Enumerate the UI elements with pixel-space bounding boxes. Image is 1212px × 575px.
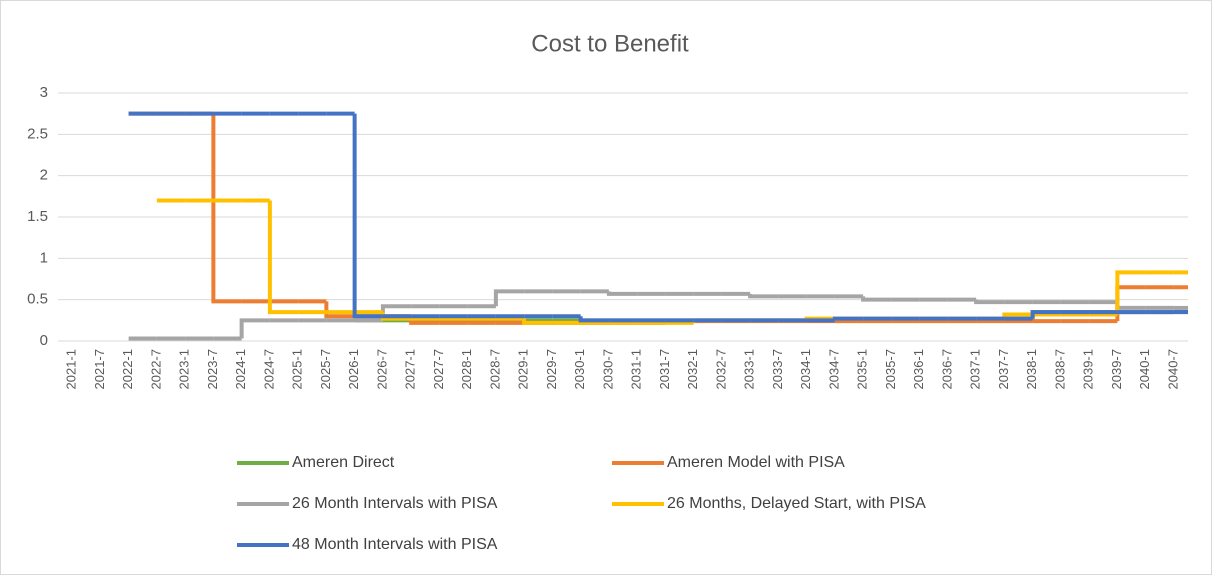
x-tick-label: 2024-1 [233,349,248,389]
x-tick-label: 2035-1 [855,349,870,389]
x-tick-label: 2025-1 [290,349,305,389]
x-tick-label: 2028-7 [487,349,502,389]
x-tick-label: 2037-7 [996,349,1011,389]
x-tick-label: 2021-7 [92,349,107,389]
series-line [748,293,779,299]
y-tick-label: 1 [40,249,48,266]
series-line [267,200,299,315]
x-tick-label: 2025-7 [318,349,333,389]
x-tick-label: 2022-1 [120,349,135,389]
series-line [606,291,638,296]
series-line [324,301,355,319]
chart-title: Cost to Benefit [531,30,689,57]
series-line [578,316,609,323]
x-tick-label: 2030-7 [600,349,615,389]
y-tick-label: 3 [40,84,48,101]
legend-label: Ameren Direct [292,454,395,471]
x-tick-label: 2033-7 [770,349,785,389]
x-tick-label: 2029-1 [516,349,531,389]
x-tick-label: 2031-1 [629,349,644,389]
x-tick-label: 2026-1 [346,349,361,389]
series-line [352,113,383,319]
x-tick-label: 2035-7 [883,349,898,389]
series-line [1030,310,1061,319]
x-tick-label: 2028-1 [459,349,474,389]
y-tick-label: 1.5 [27,208,48,225]
x-tick-label: 2032-1 [685,349,700,389]
series-line [974,299,1005,305]
legend-label: 48 Month Intervals with PISA [292,536,498,553]
x-tick-label: 2030-1 [572,349,587,389]
y-tick-label: 2 [40,167,48,184]
series-line [493,289,525,307]
series-line [522,318,553,325]
y-tick-label: 2.5 [27,125,48,142]
x-tick-label: 2027-7 [431,349,446,389]
x-tick-label: 2034-7 [826,349,841,389]
y-tick-label: 0.5 [27,291,48,308]
legend-label: 26 Month Intervals with PISA [292,495,498,512]
x-tick-label: 2022-7 [148,349,163,389]
x-tick-label: 2034-1 [798,349,813,389]
x-tick-label: 2037-1 [968,349,983,389]
series-line [832,316,864,321]
x-tick-label: 2036-1 [911,349,926,389]
x-tick-label: 2039-7 [1109,349,1124,389]
y-tick-label: 0 [40,332,48,349]
x-tick-label: 2038-7 [1052,349,1067,389]
x-tick-label: 2029-7 [544,349,559,389]
x-tick-label: 2033-1 [742,349,757,389]
x-tick-label: 2040-7 [1165,349,1180,389]
legend-label: 26 Months, Delayed Start, with PISA [667,495,926,512]
x-tick-label: 2027-1 [403,349,418,389]
series-line [239,318,270,339]
x-tick-label: 2024-7 [261,349,276,389]
x-tick-label: 2021-1 [64,349,79,389]
legend-label: Ameren Model with PISA [667,454,845,471]
x-tick-label: 2031-7 [657,349,672,389]
series-line [861,296,892,302]
x-tick-label: 2023-1 [177,349,192,389]
x-tick-label: 2038-1 [1024,349,1039,389]
x-tick-label: 2036-7 [939,349,954,389]
x-tick-label: 2026-7 [374,349,389,389]
x-tick-label: 2023-7 [205,349,220,389]
x-tick-label: 2040-1 [1137,349,1152,389]
series-line [211,113,242,304]
x-tick-label: 2032-7 [713,349,728,389]
series-line [1115,270,1146,315]
x-tick-label: 2039-1 [1081,349,1096,389]
